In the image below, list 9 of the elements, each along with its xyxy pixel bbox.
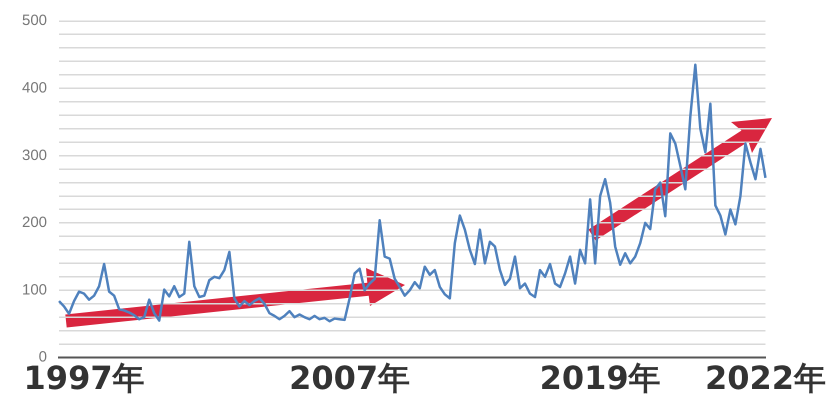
y-tick-label: 200 <box>22 214 48 232</box>
x-tick-label: 2007年 <box>289 359 410 398</box>
y-tick-label: 0 <box>38 348 48 366</box>
x-tick-label: 2022年 <box>704 359 826 398</box>
y-tick-label: 100 <box>22 281 48 298</box>
x-tick-label: 2019年 <box>540 359 661 398</box>
y-tick-label: 400 <box>22 79 48 96</box>
y-tick-label: 300 <box>22 146 48 164</box>
y-tick-label: 500 <box>22 12 48 30</box>
